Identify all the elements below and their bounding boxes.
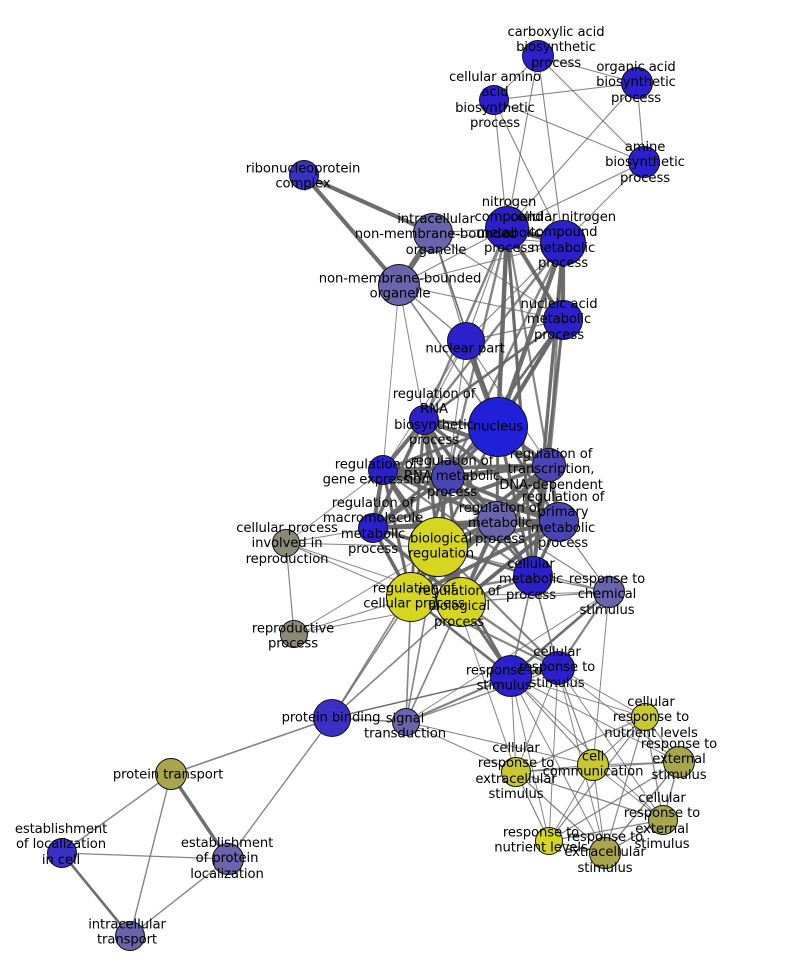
node-intracellular_nmb_organelle[interactable] bbox=[413, 213, 453, 253]
node-establishment_localization_in_cell[interactable] bbox=[47, 838, 77, 868]
node-cellular_response_nutrient_levels[interactable] bbox=[631, 703, 659, 731]
node-reg_metabolic_process[interactable] bbox=[477, 501, 517, 541]
node-label-carboxylic_acid_bio: carboxylic acid biosynthetic process bbox=[507, 24, 605, 71]
node-ribonucleoprotein_complex[interactable] bbox=[289, 160, 319, 190]
node-nmb_organelle[interactable] bbox=[378, 264, 420, 306]
node-nitrogen_compound_metab[interactable] bbox=[485, 206, 529, 250]
node-protein_transport[interactable] bbox=[155, 758, 187, 790]
node-response_extracellular_stimulus[interactable] bbox=[589, 837, 621, 869]
node-response_chemical_stimulus[interactable] bbox=[593, 576, 625, 608]
node-reg_cellular_process[interactable] bbox=[386, 572, 436, 622]
node-cellular_response_external_stimulus[interactable] bbox=[648, 805, 678, 835]
node-cellular_response_extracellular_stimulus[interactable] bbox=[501, 757, 531, 787]
node-cellular_metab_process[interactable] bbox=[513, 556, 553, 596]
node-cellular_nitrogen_compound_metab[interactable] bbox=[540, 220, 586, 266]
node-reg_biological_process[interactable] bbox=[436, 577, 486, 627]
node-biological_regulation[interactable] bbox=[408, 517, 468, 577]
node-reg_rna_metab[interactable] bbox=[431, 460, 465, 494]
node-response_external_stimulus[interactable] bbox=[663, 746, 695, 778]
node-cellular_response_to_stimulus[interactable] bbox=[541, 651, 575, 685]
node-reg_primary_metab[interactable] bbox=[539, 502, 579, 542]
node-nucleic_acid_metab[interactable] bbox=[543, 300, 583, 340]
node-cellular_process_reproduction[interactable] bbox=[272, 529, 300, 557]
node-cellular_amino_acid_bio[interactable] bbox=[479, 85, 509, 115]
node-organic_acid_bio[interactable] bbox=[621, 67, 653, 99]
node-reg_gene_expression[interactable] bbox=[368, 455, 398, 485]
node-intracellular_transport[interactable] bbox=[115, 921, 145, 951]
node-signal_transduction[interactable] bbox=[392, 708, 420, 736]
node-response_to_stimulus[interactable] bbox=[490, 655, 532, 697]
node-nucleus[interactable] bbox=[468, 397, 528, 457]
node-reg_rna_bio[interactable] bbox=[409, 405, 439, 435]
node-establishment_protein_localization[interactable] bbox=[212, 843, 244, 875]
node-nuclear_part[interactable] bbox=[447, 322, 485, 360]
node-response_nutrient_levels[interactable] bbox=[535, 827, 563, 855]
node-cell_communication[interactable] bbox=[577, 749, 609, 781]
node-protein_binding[interactable] bbox=[313, 699, 351, 737]
node-carboxylic_acid_bio[interactable] bbox=[522, 40, 554, 72]
node-reg_macromolecule_metab[interactable] bbox=[358, 513, 388, 543]
node-reg_transcription_dna[interactable] bbox=[532, 448, 566, 482]
node-amine_bio[interactable] bbox=[628, 146, 660, 178]
node-reproductive_process[interactable] bbox=[280, 620, 308, 648]
